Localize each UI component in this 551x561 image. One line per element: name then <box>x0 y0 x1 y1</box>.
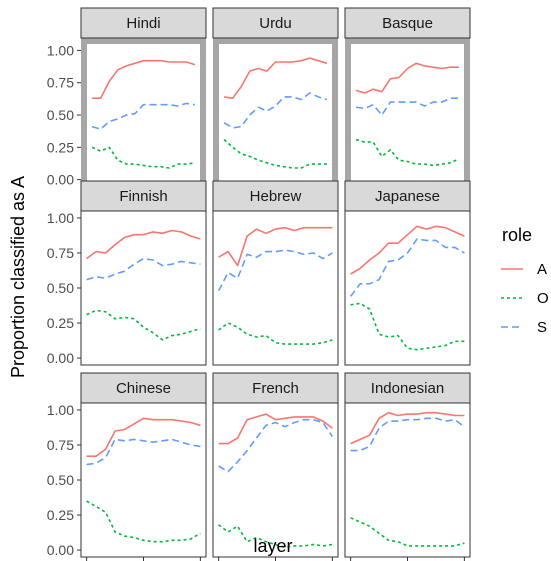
series-line-a <box>92 59 196 99</box>
facet-strip <box>80 7 207 39</box>
series-line-s <box>217 249 333 292</box>
series-line-s <box>223 92 328 129</box>
legend-entry-s: S <box>501 319 547 336</box>
facet-strip-label: Urdu <box>259 15 292 32</box>
y-tick-label: 0.50 <box>47 107 74 123</box>
x-axis-title: layer <box>253 536 292 556</box>
series-line-o <box>350 302 465 351</box>
facet-panel-finnish: Finnish 0.00 0.25 0.50 0.75 1.00 <box>47 180 207 366</box>
series-line-a <box>218 413 333 445</box>
panel-background <box>80 402 207 558</box>
y-tick-label: 0.75 <box>47 75 74 91</box>
y-tick-label: 0.00 <box>47 172 74 188</box>
series-line-s <box>86 438 201 466</box>
y-tick-label: 0.00 <box>47 350 74 366</box>
facet-strip <box>344 180 471 212</box>
series-line-a <box>355 62 459 94</box>
series-line-o <box>355 138 460 167</box>
series-line-s <box>350 417 465 452</box>
facet-strip-label: Indonesian <box>371 380 444 397</box>
y-tick-label: 1.00 <box>47 210 74 226</box>
y-tick-label: 0.50 <box>47 472 74 488</box>
series-line-o <box>86 309 201 341</box>
facet-panels: Hindi 0.00 0.25 0.50 0.75 1.00 Urdu Basque Finni… <box>47 7 471 561</box>
facet-strip-label: Japanese <box>375 188 440 205</box>
facet-panel-basque: Basque <box>344 7 471 192</box>
facet-strip-label: Basque <box>382 15 433 32</box>
panel-background <box>219 44 332 186</box>
series-line-o <box>86 500 201 543</box>
facet-strip <box>80 180 207 212</box>
y-tick-label: 0.25 <box>47 139 74 155</box>
series-line-a <box>86 229 201 260</box>
facet-panel-japanese: Japanese <box>344 180 471 366</box>
legend-entries: AOS <box>501 261 549 336</box>
series-line-a <box>86 417 201 458</box>
y-tick-label: 1.00 <box>47 402 74 418</box>
facet-panel-indonesian: Indonesian0612 <box>344 372 471 561</box>
series-line-a <box>223 57 328 99</box>
y-tick-label: 0.00 <box>47 542 74 558</box>
legend-entry-o: O <box>501 290 549 307</box>
series-line-o <box>218 524 333 549</box>
series-line-a <box>350 225 465 275</box>
facet-panel-urdu: Urdu <box>212 7 339 192</box>
series-line-s <box>349 238 465 297</box>
facet-strip-label: Finnish <box>119 188 167 205</box>
facet-strip <box>344 372 471 404</box>
legend-title: role <box>502 225 532 245</box>
facet-strip <box>212 180 339 212</box>
panel-background <box>212 402 339 558</box>
panel-background <box>87 44 200 186</box>
facet-strip <box>212 372 339 404</box>
panel-background <box>212 210 339 366</box>
y-tick-label: 0.50 <box>47 280 74 296</box>
y-axis-title: Proportion classified as A <box>8 176 28 378</box>
facet-strip-label: Chinese <box>116 380 171 397</box>
series-line-s <box>218 418 334 473</box>
series-line-a <box>350 411 465 445</box>
y-tick-label: 0.75 <box>47 437 74 453</box>
facet-strip <box>344 7 471 39</box>
facet-strip-label: Hebrew <box>250 188 302 205</box>
facet-strip <box>212 7 339 39</box>
legend: role AOS <box>501 225 549 336</box>
series-line-s <box>91 102 196 130</box>
facet-strip <box>80 372 207 404</box>
y-tick-label: 0.25 <box>47 315 74 331</box>
facet-panel-french: French0612 <box>212 372 339 561</box>
y-tick-label: 1.00 <box>47 42 74 58</box>
facet-panel-hindi: Hindi 0.00 0.25 0.50 0.75 1.00 <box>47 7 207 192</box>
legend-label: A <box>537 261 547 278</box>
facet-strip-label: French <box>252 380 299 397</box>
series-line-o <box>218 322 333 345</box>
facet-panel-hebrew: Hebrew <box>212 180 339 366</box>
series-line-o <box>350 517 465 547</box>
legend-label: S <box>537 319 547 336</box>
legend-entry-a: A <box>501 261 547 278</box>
panel-background <box>344 210 471 366</box>
series-line-o <box>91 146 196 169</box>
series-line-s <box>355 97 459 116</box>
y-tick-label: 0.25 <box>47 507 74 523</box>
y-tick-label: 0.75 <box>47 245 74 261</box>
legend-label: O <box>537 290 549 307</box>
series-line-s <box>86 257 201 281</box>
series-line-a <box>218 226 333 267</box>
panel-background <box>344 402 471 558</box>
panel-background <box>351 44 464 186</box>
facet-strip-label: Hindi <box>126 15 160 32</box>
